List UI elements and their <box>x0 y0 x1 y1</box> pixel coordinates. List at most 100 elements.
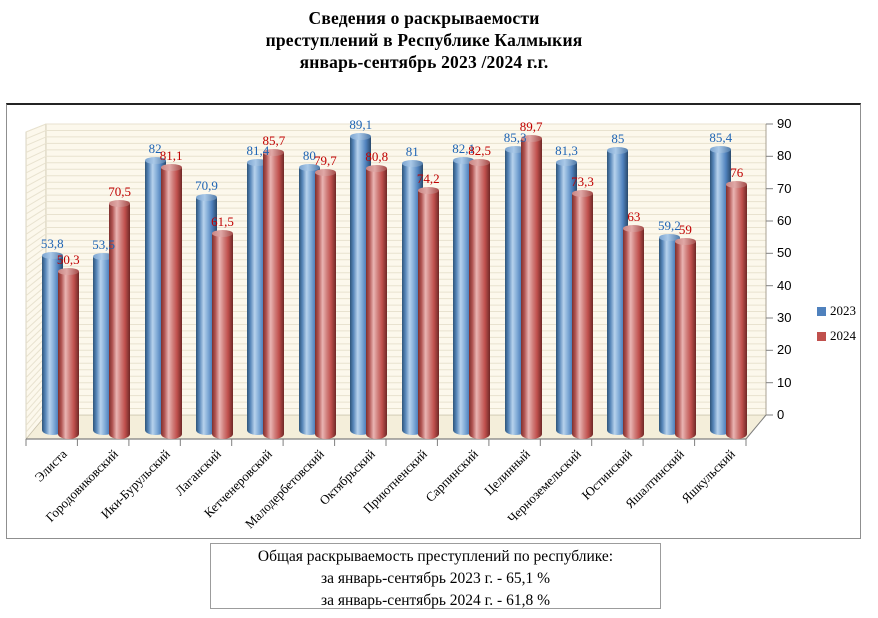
bar-body <box>674 242 696 439</box>
value-label-2023-Яшкульский: 85,4 <box>709 129 733 145</box>
bar-body <box>212 234 233 439</box>
value-label-2024-Городовиковский: 70,5 <box>108 183 131 199</box>
bar-body <box>572 194 593 439</box>
legend-item-2023: 2023 <box>817 303 856 319</box>
value-label-2023-Целинный: 85,3 <box>503 129 527 145</box>
y-axis-label-10: 10 <box>777 374 792 390</box>
value-label-2023-Юстинский: 85 <box>611 130 625 146</box>
bar-cap <box>160 164 182 171</box>
bar-2024-Юстинский <box>623 224 645 439</box>
value-label-2023-Лаганский: 70,9 <box>195 178 218 194</box>
legend-swatch-2024 <box>817 331 826 341</box>
bar-cap <box>298 163 320 171</box>
chart-frame: 53,8 53,5 82 70,9 81,4 80 89,1 81 82,1 85,3 81,3 85… <box>6 103 861 539</box>
bar-body <box>160 168 182 439</box>
bar-2023-Ики-Бурульский <box>144 157 166 435</box>
bar-2024-Сарпинский <box>469 159 491 439</box>
bar-cap <box>196 194 217 202</box>
bar-2024-Малодербетовский <box>314 168 336 439</box>
bar-cap <box>247 159 269 166</box>
bar-2024-Октябрьский <box>366 165 388 439</box>
plot-area: 53,8 53,5 82 70,9 81,4 80 89,1 81 82,1 85,3 81,3 85… <box>7 105 860 538</box>
bar-cap <box>710 145 732 153</box>
bar-body <box>93 256 115 435</box>
value-label-2023-Малодербетовский: 80 <box>302 147 316 163</box>
bar-cap <box>144 157 166 164</box>
bar-2024-Черноземельский <box>572 190 593 439</box>
bar-cap <box>469 159 491 167</box>
chart-title-line-2: преступлений в Республике Калмыкия <box>265 30 583 50</box>
y-axis-label-0: 0 <box>777 407 785 422</box>
y-axis-label-20: 20 <box>777 342 792 358</box>
y-axis-label-70: 70 <box>777 180 792 196</box>
value-label-2023-Черноземельский: 81,3 <box>555 143 578 159</box>
bar-body <box>109 203 131 439</box>
bar-body <box>57 271 79 439</box>
bar-body <box>556 163 577 435</box>
bar-body <box>623 228 645 439</box>
bar-body <box>298 167 320 435</box>
bar-2023-Кетченеровский <box>247 159 269 435</box>
bar-cap <box>350 133 372 141</box>
bar-cap <box>658 233 680 241</box>
bar-cap <box>314 168 336 176</box>
summary-line-1: Общая раскрываемость преступлений по рес… <box>257 548 614 565</box>
bar-cap <box>109 199 131 207</box>
value-label-2024-Кетченеровский: 85,7 <box>262 132 286 148</box>
bar-cap <box>401 160 423 168</box>
bar-cap <box>674 238 696 246</box>
bar-cap <box>366 165 388 172</box>
y-axis-label-90: 90 <box>777 116 792 131</box>
bar-body <box>401 164 423 435</box>
bar-cap <box>417 187 439 195</box>
bar-body <box>263 152 285 439</box>
bar-2024-Городовиковский <box>109 199 131 439</box>
bar-cap <box>263 148 285 156</box>
bar-2023-Приютненский <box>401 160 423 435</box>
summary-box: Общая раскрываемость преступлений по рес… <box>210 543 661 609</box>
bar-cap <box>572 190 593 198</box>
bar-2023-Яшкульский <box>710 145 732 435</box>
bar-cap <box>556 159 577 167</box>
value-label-2023-Яшалтинский: 59,2 <box>658 217 681 233</box>
bar-body <box>41 255 63 435</box>
value-label-2023-Приютненский: 81 <box>405 144 419 160</box>
bar-body <box>726 185 748 439</box>
bar-body <box>144 161 166 435</box>
bar-cap <box>607 146 629 154</box>
summary-line-3: за январь-сентябрь 2024 г. - 61,8 % <box>321 592 550 609</box>
legend-item-2024: 2024 <box>817 328 856 344</box>
bar-2023-Малодербетовский <box>298 163 320 435</box>
bar-body <box>350 137 372 435</box>
bar-body <box>469 163 491 439</box>
bar-cap <box>57 267 79 275</box>
bar-2023-Сарпинский <box>453 156 475 435</box>
bar-cap <box>726 181 748 189</box>
value-label-2024-Приютненский: 74,2 <box>416 171 440 187</box>
value-label-2023-Ики-Бурульский: 82 <box>148 141 162 156</box>
bar-body <box>314 172 336 439</box>
summary-line-2: за январь-сентябрь 2023 г. - 65,1 % <box>321 570 550 587</box>
bar-2024-Лаганский <box>212 230 233 439</box>
chart-title: Сведения о раскрываемости преступлений в… <box>0 7 848 73</box>
bar-body <box>196 198 217 435</box>
bar-2024-Яшалтинский <box>674 238 696 439</box>
value-label-2024-Сарпинский: 82,5 <box>468 143 491 159</box>
bar-cap <box>41 251 63 259</box>
bar-body <box>247 163 269 435</box>
value-label-2023-Городовиковский: 53,5 <box>92 236 115 252</box>
value-label-2024-Целинный: 89,7 <box>519 119 543 135</box>
value-label-2023-Октябрьский: 89,1 <box>349 117 373 133</box>
legend-label-2023: 2023 <box>830 303 856 318</box>
value-label-2024-Черноземельский: 73,3 <box>571 174 594 190</box>
bar-2023-Городовиковский <box>93 252 115 435</box>
bar-2024-Целинный <box>520 135 542 439</box>
bar-2024-Ики-Бурульский <box>160 164 182 439</box>
bar-2023-Юстинский <box>607 146 629 435</box>
legend: 2023 2024 <box>817 303 856 353</box>
y-axis-label-30: 30 <box>777 310 792 325</box>
bar-2023-Черноземельский <box>556 159 577 435</box>
bar-body <box>658 237 680 435</box>
bar-cap <box>623 224 645 232</box>
value-label-2024-Лаганский: 61,5 <box>211 214 234 229</box>
